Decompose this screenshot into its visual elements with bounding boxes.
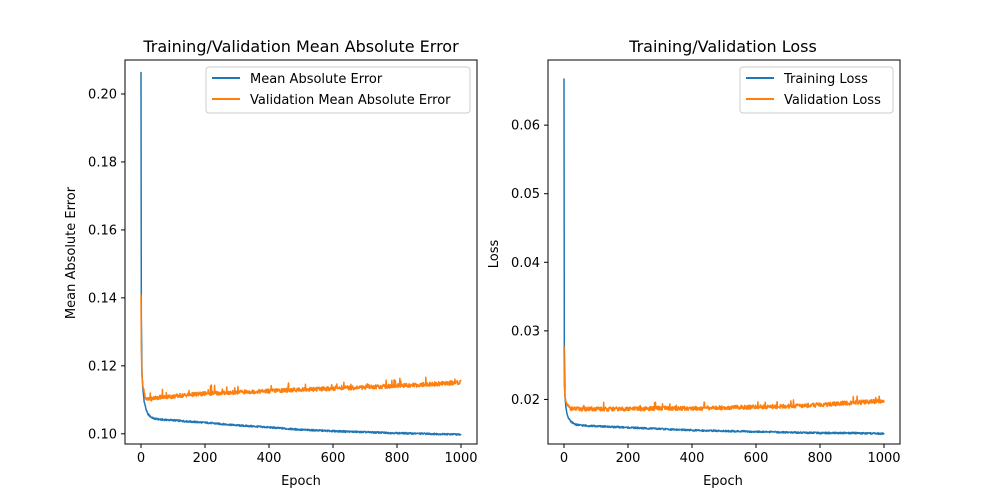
loss-series-line-validation-loss (563, 345, 885, 412)
mae-y-tick-label: 0.14 (88, 291, 117, 306)
loss-y-tick-label: 0.06 (511, 119, 540, 134)
mae-series-line-mean-absolute-error (140, 71, 462, 436)
loss-y-tick-label: 0.02 (511, 393, 540, 408)
mae-x-tick-label: 1000 (444, 451, 477, 466)
loss-chart-title: Training/Validation Loss (628, 37, 817, 56)
mae-y-tick-label: 0.12 (88, 359, 117, 374)
loss-y-tick-label: 0.05 (511, 187, 540, 202)
mae-series-line-validation-mean-absolute-error (140, 294, 462, 402)
loss-x-tick-label: 400 (680, 451, 705, 466)
mae-subplot: Training/Validation Mean Absolute Error … (64, 37, 478, 489)
mae-x-tick-label: 800 (385, 451, 410, 466)
mae-y-tick-label: 0.16 (88, 223, 117, 238)
loss-y-tick-label: 0.03 (511, 324, 540, 339)
mae-x-tick-label: 200 (193, 451, 218, 466)
loss-y-axis-label: Loss (487, 240, 502, 269)
mae-legend-label-train: Mean Absolute Error (250, 72, 383, 87)
loss-x-tick-label: 0 (560, 451, 568, 466)
mae-legend: Mean Absolute Error Validation Mean Abso… (205, 66, 471, 114)
loss-legend-label-train: Training Loss (783, 72, 868, 87)
mae-x-tick-label: 600 (321, 451, 346, 466)
mae-chart-title: Training/Validation Mean Absolute Error (142, 37, 459, 56)
loss-legend-label-val: Validation Loss (784, 93, 881, 108)
mae-y-axis-label: Mean Absolute Error (64, 186, 79, 319)
loss-x-tick-label: 600 (744, 451, 769, 466)
mae-legend-box (205, 66, 471, 114)
loss-x-tick-label: 200 (616, 451, 641, 466)
loss-x-axis-label: Epoch (703, 474, 743, 489)
loss-series-layer (563, 78, 885, 436)
loss-axes-frame (547, 59, 901, 445)
mae-x-tick-label: 400 (257, 451, 282, 466)
mae-legend-label-val: Validation Mean Absolute Error (250, 93, 451, 108)
loss-y-tick-label: 0.04 (511, 256, 540, 271)
mae-x-tick-label: 0 (137, 451, 145, 466)
loss-legend-box (739, 66, 894, 114)
loss-x-tick-label: 800 (808, 451, 833, 466)
loss-legend: Training Loss Validation Loss (739, 66, 894, 114)
loss-subplot: Training/Validation Loss Epoch Loss Trai… (487, 37, 901, 489)
mae-x-axis-label: Epoch (281, 474, 321, 489)
mae-axes-frame (124, 59, 478, 445)
mae-y-tick-label: 0.10 (88, 427, 117, 442)
mae-y-tick-label: 0.18 (88, 155, 117, 170)
mae-y-tick-label: 0.20 (88, 87, 117, 102)
loss-series-line-training-loss (563, 78, 885, 436)
loss-x-tick-label: 1000 (867, 451, 900, 466)
mae-series-layer (140, 71, 462, 436)
